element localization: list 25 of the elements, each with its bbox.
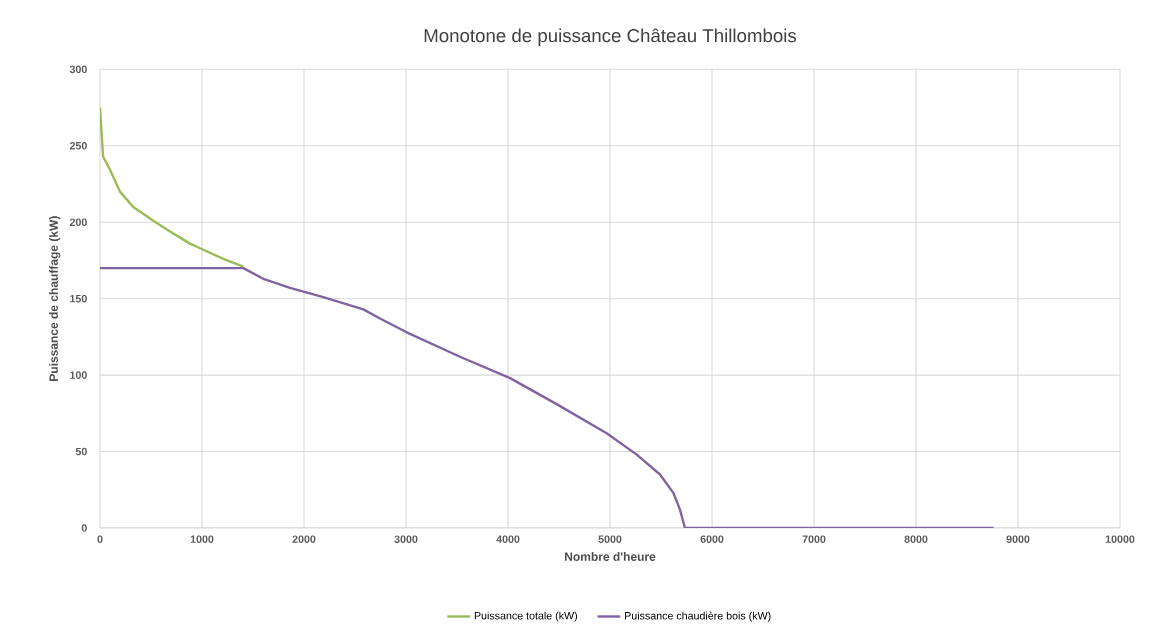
x-tick-label: 1000 bbox=[190, 535, 214, 543]
x-tick-label: 3000 bbox=[394, 535, 418, 543]
x-tick-label: 7000 bbox=[802, 535, 826, 543]
legend-label: Puissance totale (kW) bbox=[474, 611, 578, 622]
x-tick-label: 8000 bbox=[904, 535, 928, 543]
x-tick-label: 0 bbox=[97, 535, 103, 543]
y-axis-title: Puissance de chauffage (kW) bbox=[49, 216, 61, 381]
x-tick-label: 4000 bbox=[496, 535, 520, 543]
y-tick-label: 150 bbox=[70, 294, 87, 303]
line-series bbox=[100, 106, 245, 268]
y-tick-label: 0 bbox=[81, 524, 87, 532]
x-tick-label: 6000 bbox=[700, 535, 724, 543]
x-tick-label: 9000 bbox=[1006, 535, 1030, 543]
y-tick-label: 50 bbox=[75, 447, 87, 456]
x-tick-label: 2000 bbox=[292, 535, 316, 543]
line-series bbox=[100, 266, 995, 528]
chart-title: Monotone de puissance Château Thillombois bbox=[424, 28, 797, 46]
y-tick-label: 100 bbox=[70, 371, 87, 379]
x-tick-label: 5000 bbox=[598, 535, 622, 543]
x-axis-title: Nombre d'heure bbox=[565, 552, 656, 561]
y-tick-label: 200 bbox=[69, 218, 87, 226]
y-tick-label: 250 bbox=[69, 142, 87, 150]
x-tick-label: 10000 bbox=[1105, 535, 1135, 543]
legend-label: Puissance chaudière bois (kW) bbox=[625, 611, 771, 622]
y-tick-label: 300 bbox=[69, 65, 87, 74]
